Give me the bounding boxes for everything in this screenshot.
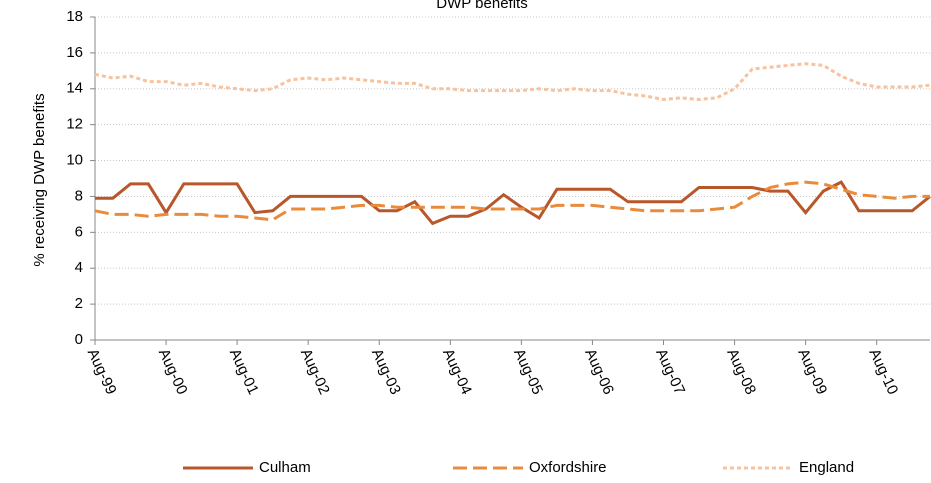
legend-label: Culham — [259, 459, 311, 476]
y-tick-label: 18 — [66, 8, 83, 25]
x-tick-label: Aug-07 — [652, 346, 688, 397]
series-line — [94, 62, 931, 102]
y-tick-label: 16 — [66, 44, 83, 61]
x-tick-label: Aug-06 — [581, 346, 617, 397]
y-tick-label: 4 — [75, 259, 83, 276]
x-tick-label: Aug-99 — [84, 346, 120, 397]
y-tick-label: 0 — [75, 331, 83, 348]
legend-label: Oxfordshire — [529, 459, 607, 476]
y-axis-label: % receiving DWP benefits — [31, 93, 48, 266]
y-tick-label: 12 — [66, 116, 83, 133]
y-tick-label: 6 — [75, 223, 83, 240]
y-tick-label: 8 — [75, 187, 83, 204]
series-line — [94, 180, 930, 222]
y-tick-label: 10 — [66, 152, 83, 169]
x-tick-label: Aug-05 — [510, 346, 546, 397]
x-tick-label: Aug-03 — [368, 346, 404, 397]
x-tick-label: Aug-09 — [794, 346, 830, 397]
y-tick-label: 14 — [66, 80, 83, 97]
y-tick-label: 2 — [75, 295, 83, 312]
x-tick-label: Aug-10 — [865, 346, 901, 397]
chart-title: DWP benefits — [436, 0, 527, 12]
series-line — [95, 180, 931, 226]
x-tick-label: Aug-01 — [226, 346, 262, 397]
x-tick-label: Aug-02 — [297, 346, 333, 397]
x-tick-label: Aug-00 — [155, 346, 191, 397]
x-tick-label: Aug-04 — [439, 346, 475, 397]
legend-label: England — [799, 459, 854, 476]
x-tick-label: Aug-08 — [723, 346, 759, 397]
